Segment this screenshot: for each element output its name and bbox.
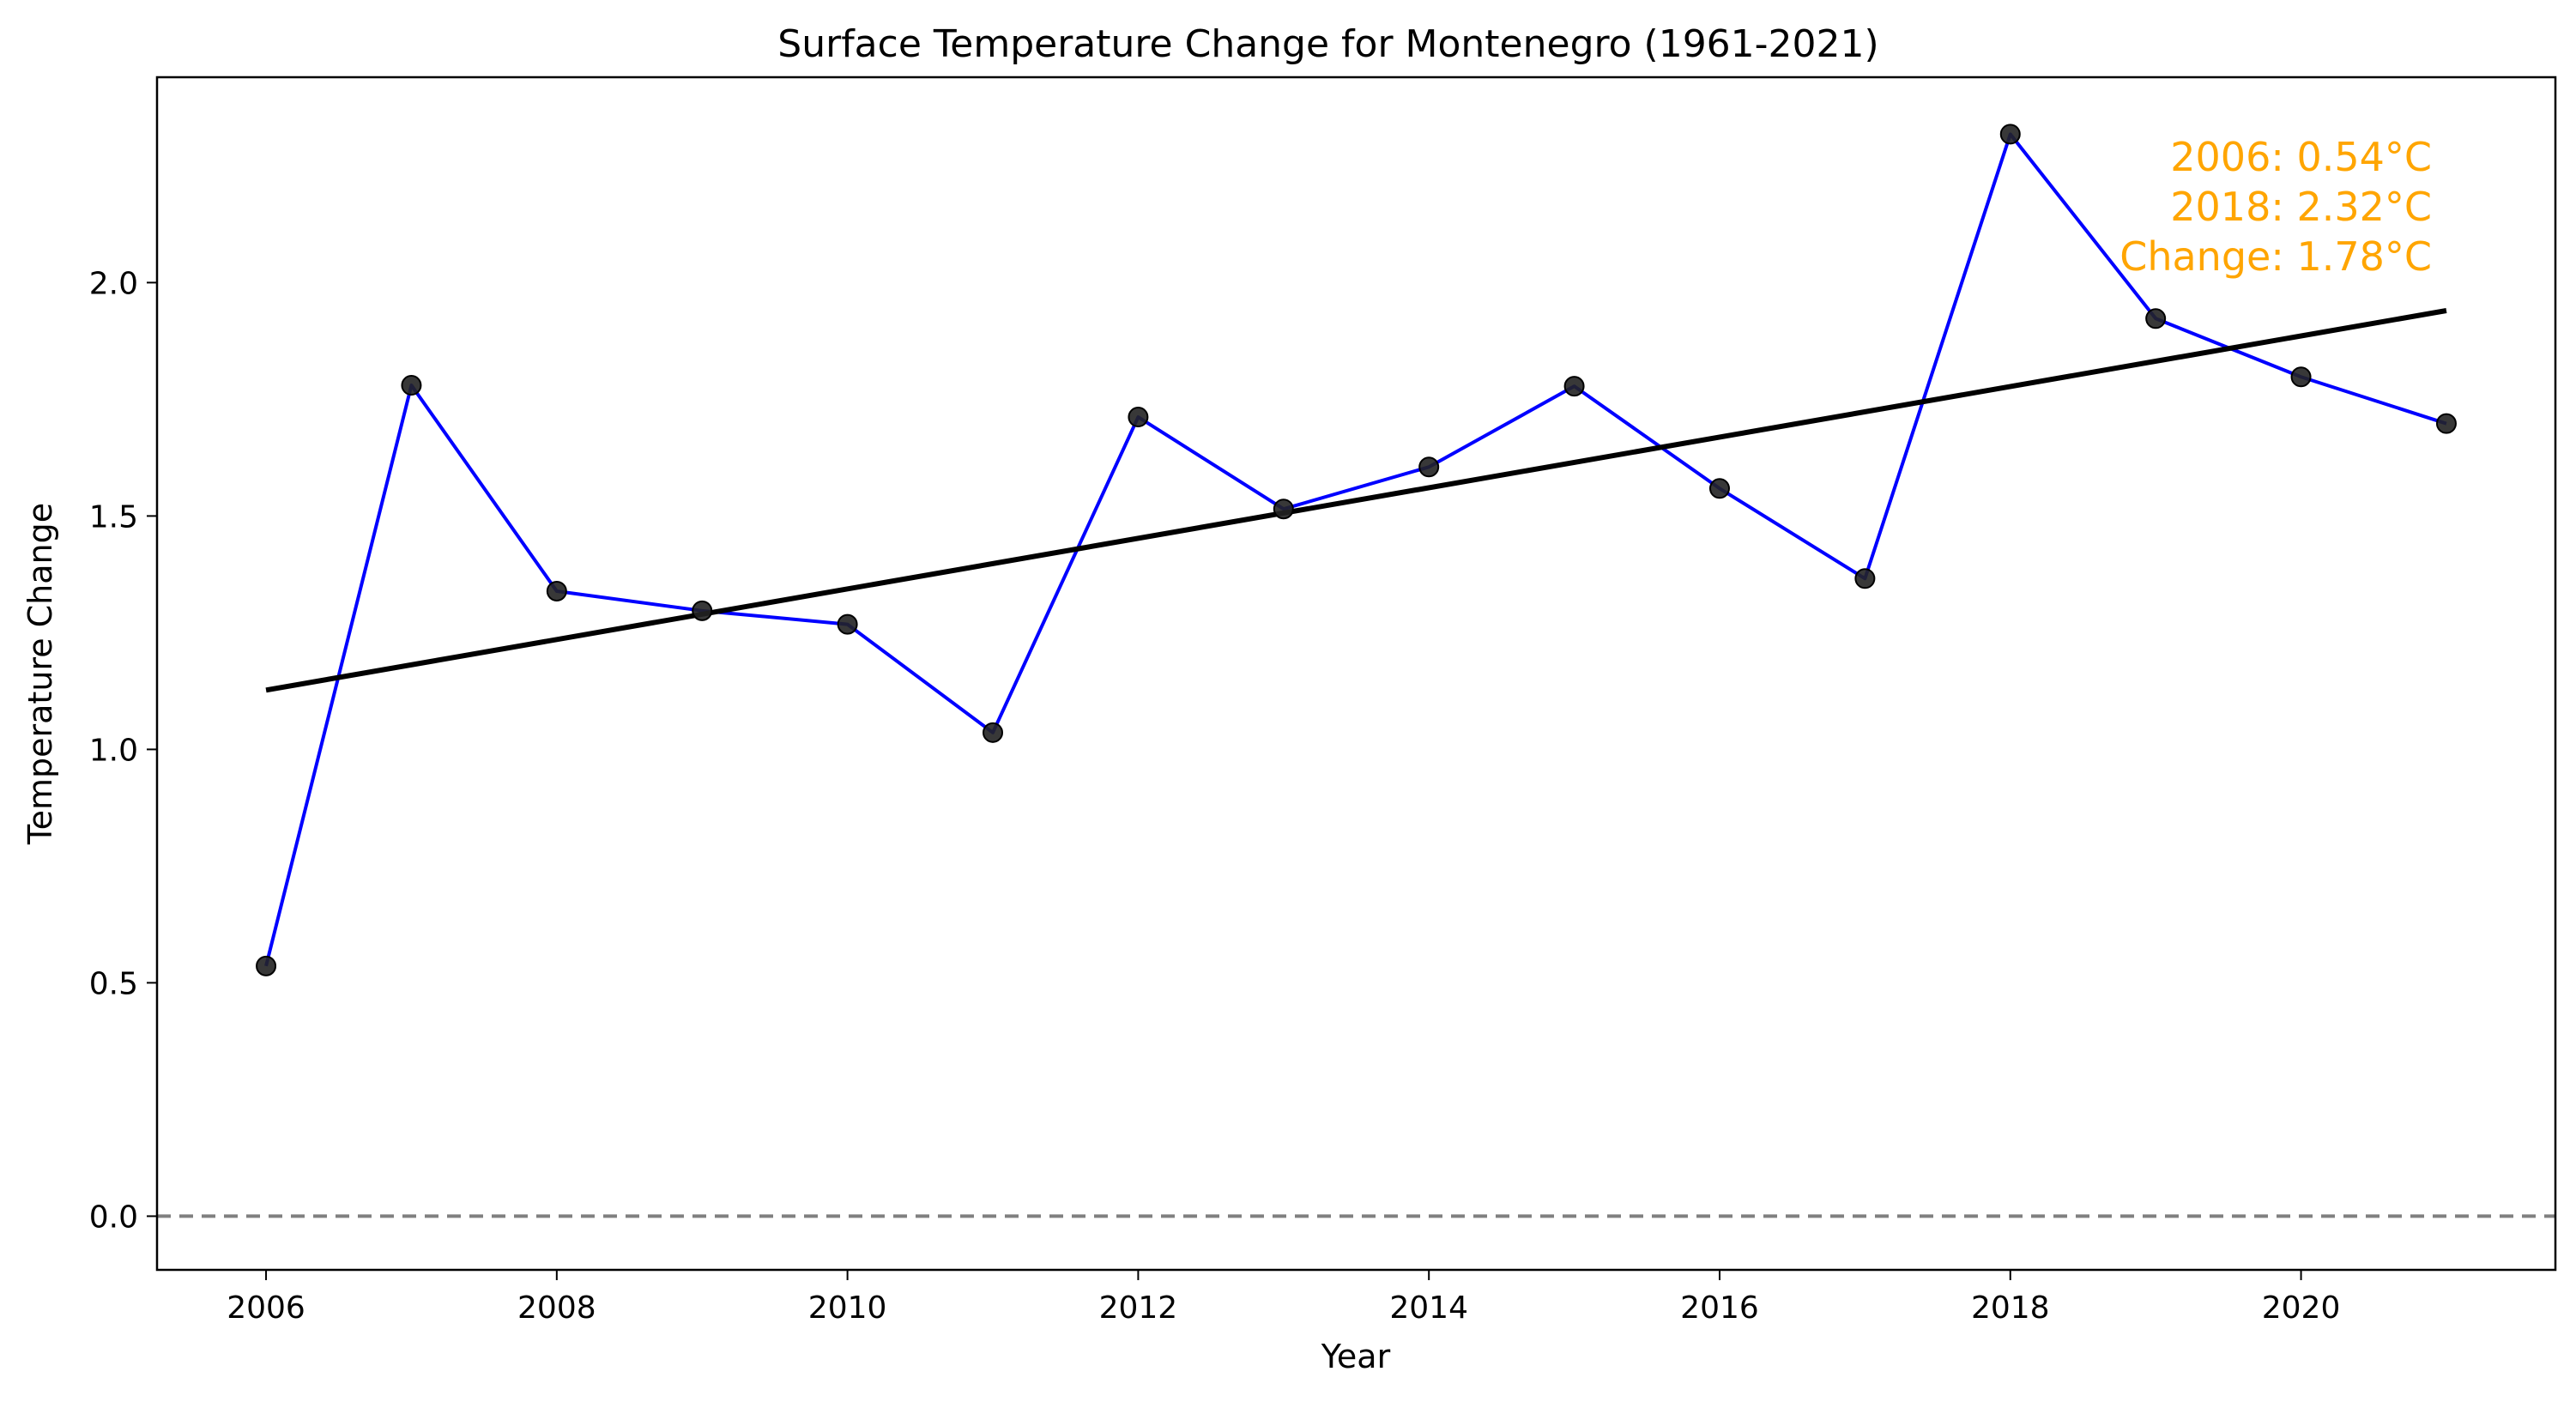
data-point bbox=[692, 600, 713, 621]
y-tick-label: 1.5 bbox=[89, 499, 138, 535]
data-point bbox=[1708, 478, 1730, 499]
data-point bbox=[401, 375, 422, 396]
x-tick-label: 2010 bbox=[808, 1290, 887, 1326]
x-axis-label: Year bbox=[1321, 1338, 1391, 1375]
data-point bbox=[1418, 456, 1440, 478]
trend-line bbox=[265, 308, 2447, 693]
plot-area: 2006 2008 2010 2012 2014 2016 2018 2020 0.0 0.5 1.… bbox=[89, 124, 2555, 1326]
x-tick-label: 2008 bbox=[517, 1290, 596, 1326]
x-tick-label: 2018 bbox=[1971, 1290, 2050, 1326]
x-tick-label: 2016 bbox=[1680, 1290, 1759, 1326]
data-point bbox=[837, 613, 858, 635]
x-tick-label: 2006 bbox=[227, 1290, 305, 1326]
data-point bbox=[1273, 499, 1294, 520]
data-point bbox=[1999, 124, 2021, 145]
x-tick-label: 2014 bbox=[1389, 1290, 1468, 1326]
annotation-line: Change: 1.78°C bbox=[2119, 233, 2432, 280]
x-tick-label: 2012 bbox=[1099, 1290, 1178, 1326]
annotation-line: 2018: 2.32°C bbox=[2170, 184, 2432, 230]
chart-title: Surface Temperature Change for Montenegr… bbox=[777, 22, 1878, 66]
annotation-line: 2006: 0.54°C bbox=[2170, 134, 2432, 180]
data-point bbox=[983, 722, 1004, 743]
data-point bbox=[2290, 366, 2312, 388]
y-tick-label: 2.0 bbox=[89, 266, 138, 301]
y-tick-label: 1.0 bbox=[89, 733, 138, 768]
y-tick-label: 0.5 bbox=[89, 966, 138, 1001]
data-point bbox=[1563, 376, 1585, 397]
x-tick-label: 2020 bbox=[2262, 1290, 2341, 1326]
data-point bbox=[1854, 568, 1876, 589]
data-point bbox=[1128, 407, 1149, 428]
y-axis-label: Temperature Change bbox=[21, 503, 59, 845]
y-tick-label: 0.0 bbox=[89, 1200, 138, 1235]
data-point bbox=[2145, 308, 2167, 329]
temperature-series-line bbox=[264, 132, 2447, 967]
data-point bbox=[2435, 413, 2457, 434]
data-point bbox=[546, 580, 567, 601]
plot-frame bbox=[155, 76, 2557, 1272]
data-point bbox=[256, 955, 277, 976]
